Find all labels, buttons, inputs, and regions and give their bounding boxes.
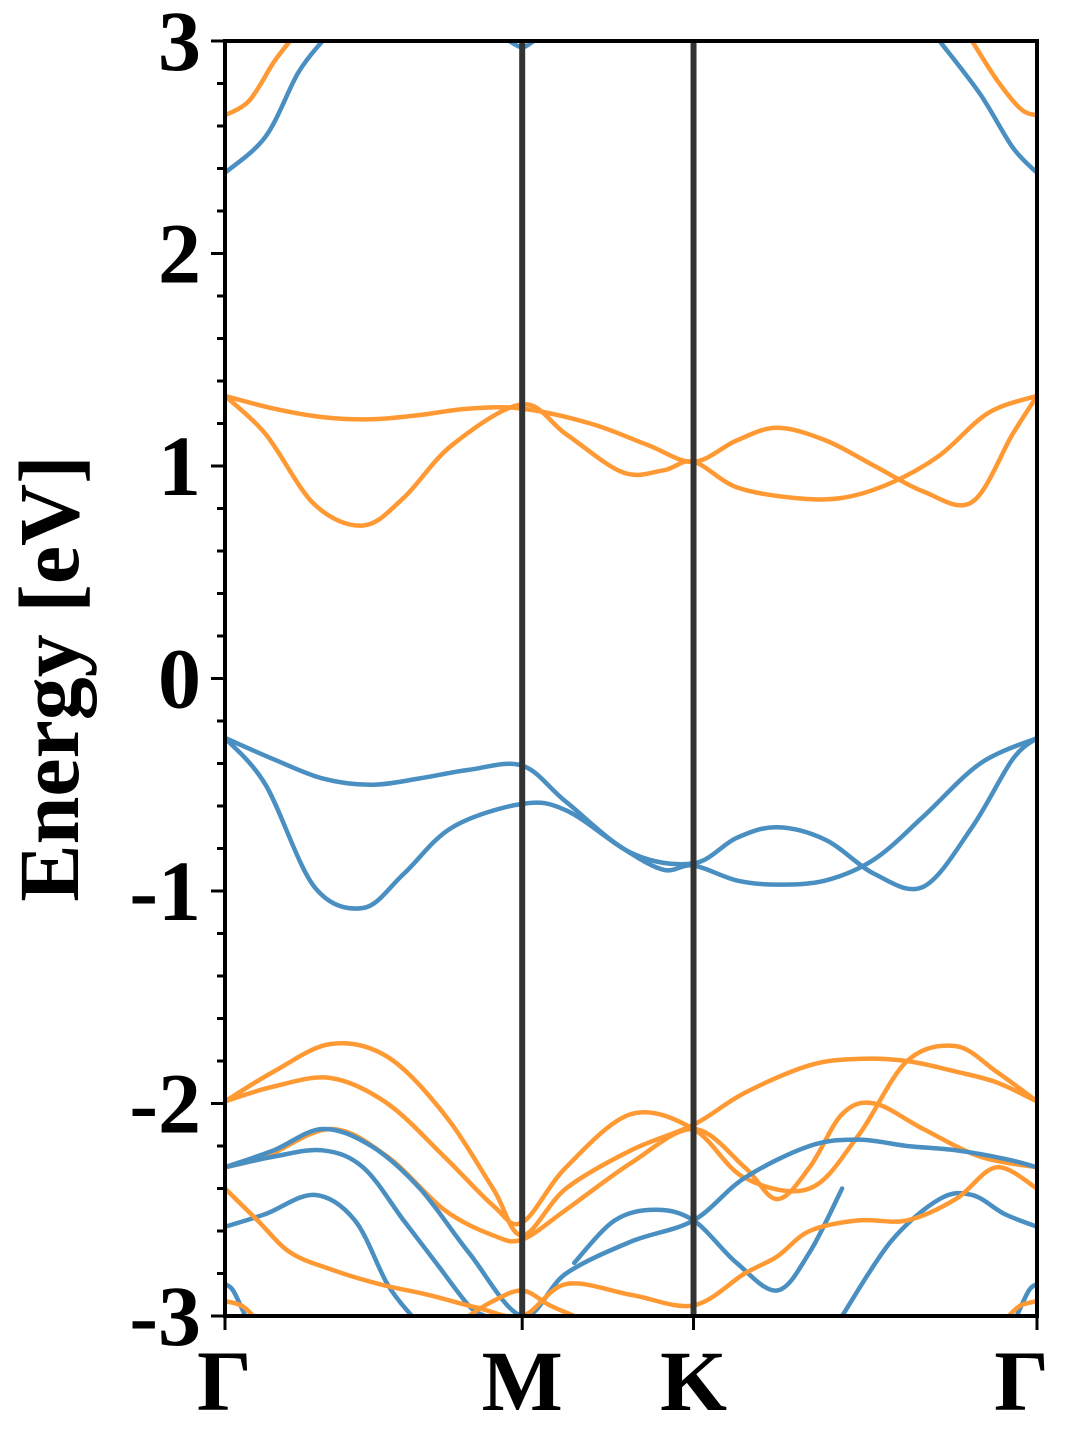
band-line-blue-15 — [571, 1186, 845, 1293]
band-line-orange-21 — [225, 1298, 256, 1316]
y-tick-label: -3 — [129, 1268, 201, 1364]
band-line-orange-4 — [969, 41, 1037, 118]
band-line-orange-3 — [225, 41, 293, 118]
x-tick-label: Γ — [994, 1333, 1049, 1429]
y-ticks-layer: 3 2 1 0 -1 -2 -3 — [129, 0, 225, 1364]
y-tick-label: 1 — [158, 418, 201, 514]
band-line-blue-8 — [225, 735, 1037, 911]
band-line-blue-0 — [225, 41, 325, 176]
kpoint-lines-layer — [519, 41, 697, 1316]
band-series-layer — [225, 41, 1037, 1316]
y-tick-label: -1 — [129, 843, 201, 939]
x-tick-label: M — [482, 1333, 563, 1429]
band-line-orange-22 — [1006, 1298, 1037, 1316]
y-tick-label: 3 — [158, 0, 201, 89]
band-line-orange-9 — [225, 1041, 1037, 1238]
y-axis-label: Energy [eV] — [1, 455, 97, 902]
band-line-blue-13 — [225, 1147, 488, 1316]
y-tick-label: 0 — [158, 631, 201, 727]
x-tick-label: Γ — [197, 1333, 252, 1429]
band-line-orange-5 — [225, 393, 1037, 508]
band-line-orange-10 — [225, 1043, 1037, 1227]
band-line-blue-16 — [839, 1190, 1037, 1316]
band-line-blue-12 — [225, 1126, 1037, 1316]
band-line-orange-11 — [225, 1100, 1037, 1244]
y-tick-label: -2 — [129, 1056, 201, 1152]
x-tick-label: K — [660, 1333, 727, 1429]
band-line-blue-7 — [225, 735, 1037, 892]
band-line-orange-6 — [225, 393, 1037, 528]
band-line-orange-19 — [225, 1165, 1037, 1316]
y-tick-label: 2 — [158, 206, 201, 302]
band-line-blue-2 — [937, 41, 1037, 176]
